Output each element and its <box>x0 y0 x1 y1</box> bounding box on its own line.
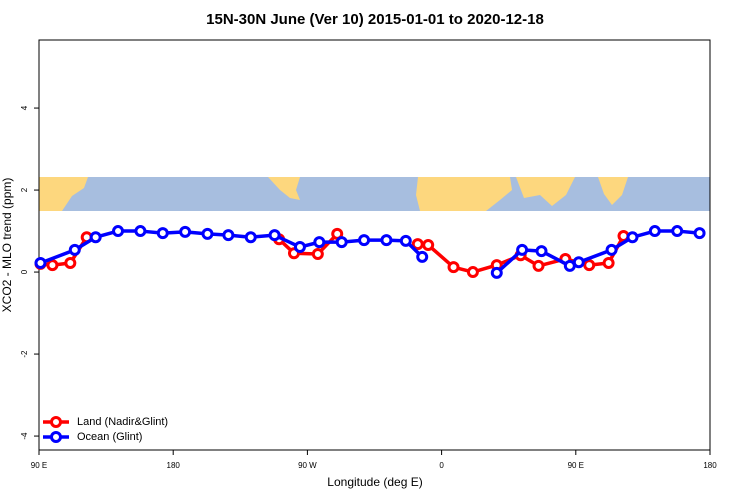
data-point <box>46 259 59 272</box>
x-tick-label: 90 W <box>298 461 317 470</box>
data-point <box>399 234 412 247</box>
data-point <box>156 227 169 240</box>
data-point <box>380 234 393 247</box>
y-tick-label: 4 <box>20 105 29 110</box>
y-tick-label: -4 <box>20 432 29 440</box>
data-point <box>583 259 596 272</box>
x-tick-label: 180 <box>167 461 181 470</box>
legend-marker <box>50 431 62 443</box>
data-point <box>313 236 326 249</box>
map-land <box>416 177 512 211</box>
data-point <box>358 234 371 247</box>
y-tick-label: 2 <box>20 187 29 192</box>
data-point <box>466 266 479 279</box>
data-point <box>447 261 460 274</box>
data-point <box>68 243 81 256</box>
y-tick-label: 0 <box>20 269 29 274</box>
data-point <box>671 225 684 238</box>
map-land <box>598 177 628 205</box>
data-point <box>268 229 281 242</box>
chart-title: 15N-30N June (Ver 10) 2015-01-01 to 2020… <box>206 11 544 28</box>
data-point <box>572 256 585 269</box>
legend-label: Ocean (Glint) <box>77 431 142 443</box>
data-point <box>605 243 618 256</box>
y-axis-label: XCO2 - MLO trend (ppm) <box>0 178 14 313</box>
x-tick-label: 90 E <box>568 461 584 470</box>
legend-marker <box>50 416 62 428</box>
data-point <box>179 225 192 238</box>
map-ocean <box>39 177 710 211</box>
data-point <box>222 229 235 242</box>
data-point <box>335 236 348 249</box>
data-point <box>244 231 257 244</box>
data-point <box>602 257 615 270</box>
map-land <box>516 177 575 206</box>
data-point <box>34 257 47 270</box>
x-tick-label: 90 E <box>31 461 47 470</box>
data-point <box>293 241 306 254</box>
data-point <box>416 250 429 263</box>
data-point <box>693 227 706 240</box>
data-point <box>535 245 548 258</box>
data-point <box>490 266 503 279</box>
data-point <box>532 259 545 272</box>
map-land <box>39 177 88 211</box>
x-tick-label: 180 <box>703 461 717 470</box>
data-point <box>422 239 435 251</box>
data-point <box>626 231 639 244</box>
data-point <box>201 227 214 240</box>
series-line <box>277 232 339 256</box>
data-point <box>516 243 529 256</box>
x-axis-label: Longitude (deg E) <box>327 475 422 489</box>
data-point <box>89 231 102 244</box>
x-tick-label: 0 <box>439 461 444 470</box>
plot-frame <box>38 39 711 451</box>
data-point <box>648 225 661 238</box>
series-line <box>495 229 700 275</box>
data-point <box>64 257 77 270</box>
map-band <box>39 177 710 211</box>
legend-label: Land (Nadir&Glint) <box>77 416 168 428</box>
y-tick-label: -2 <box>20 350 29 358</box>
data-point <box>112 225 125 238</box>
map-land <box>268 177 300 200</box>
data-point <box>134 225 147 238</box>
data-point <box>311 248 324 261</box>
